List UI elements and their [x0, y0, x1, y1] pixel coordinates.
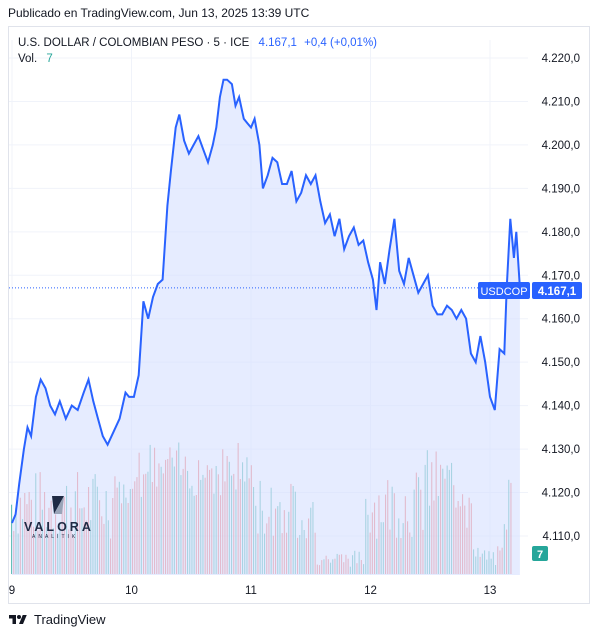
y-tick-label: 4.220,0 [542, 53, 580, 65]
x-tick-label: 11 [245, 585, 257, 597]
volume-tag-bg [532, 546, 548, 561]
y-tick-label: 4.120,0 [542, 488, 580, 500]
price-tag-value: 4.167,1 [538, 286, 577, 298]
watermark-brand: VALORA [24, 520, 94, 534]
published-label: Publicado en TradingView.com, Jun 13, 20… [8, 6, 310, 20]
y-tick-label: 4.130,0 [542, 444, 580, 456]
legend-price: 4.167,1 [258, 37, 297, 49]
y-tick-label: 4.190,0 [542, 183, 580, 195]
y-tick-label: 4.150,0 [542, 357, 580, 369]
price-line [11, 78, 521, 524]
watermark-sub: ANALITIK [32, 534, 79, 540]
y-tick-label: 4.180,0 [542, 227, 580, 239]
time-axis: 9 10 11 12 13 [9, 585, 497, 597]
volume-tag-value: 7 [537, 549, 543, 561]
y-tick-label: 4.170,0 [542, 270, 580, 282]
valora-logo-icon [52, 496, 64, 514]
price-tag: USDCOP 4.167,1 [478, 282, 582, 299]
legend-volume-value: 7 [46, 53, 53, 65]
legend-volume-label[interactable]: Vol. [18, 53, 38, 65]
price-axis: 4.110,0 4.120,0 4.130,0 4.140,0 4.150,0 4.160… [542, 53, 580, 543]
footer-brand[interactable]: TradingView [34, 612, 106, 627]
legend-change: +0,4 (+0,01%) [304, 37, 378, 49]
price-tag-symbol-bg [478, 282, 530, 299]
y-tick-label: 4.210,0 [542, 96, 580, 108]
x-tick-label: 9 [9, 585, 15, 597]
y-tick-label: 4.110,0 [542, 531, 580, 543]
y-tick-label: 4.200,0 [542, 140, 580, 152]
price-area [12, 79, 520, 575]
price-tag-symbol: USDCOP [480, 286, 527, 298]
tradingview-logo-icon [9, 614, 27, 624]
chart-legend: U.S. DOLLAR / COLOMBIAN PESO · 5 · ICE 4… [18, 35, 377, 67]
footer: TradingView [8, 612, 106, 627]
legend-symbol[interactable]: U.S. DOLLAR / COLOMBIAN PESO · 5 · ICE [18, 37, 250, 49]
price-tag-value-bg [532, 282, 582, 299]
volume-tag: 7 [532, 546, 548, 561]
x-tick-label: 12 [364, 585, 377, 597]
y-tick-label: 4.160,0 [542, 314, 580, 326]
y-tick-label: 4.140,0 [542, 401, 580, 413]
volume-bar [11, 504, 13, 574]
x-tick-label: 10 [125, 585, 138, 597]
x-tick-label: 13 [484, 585, 497, 597]
